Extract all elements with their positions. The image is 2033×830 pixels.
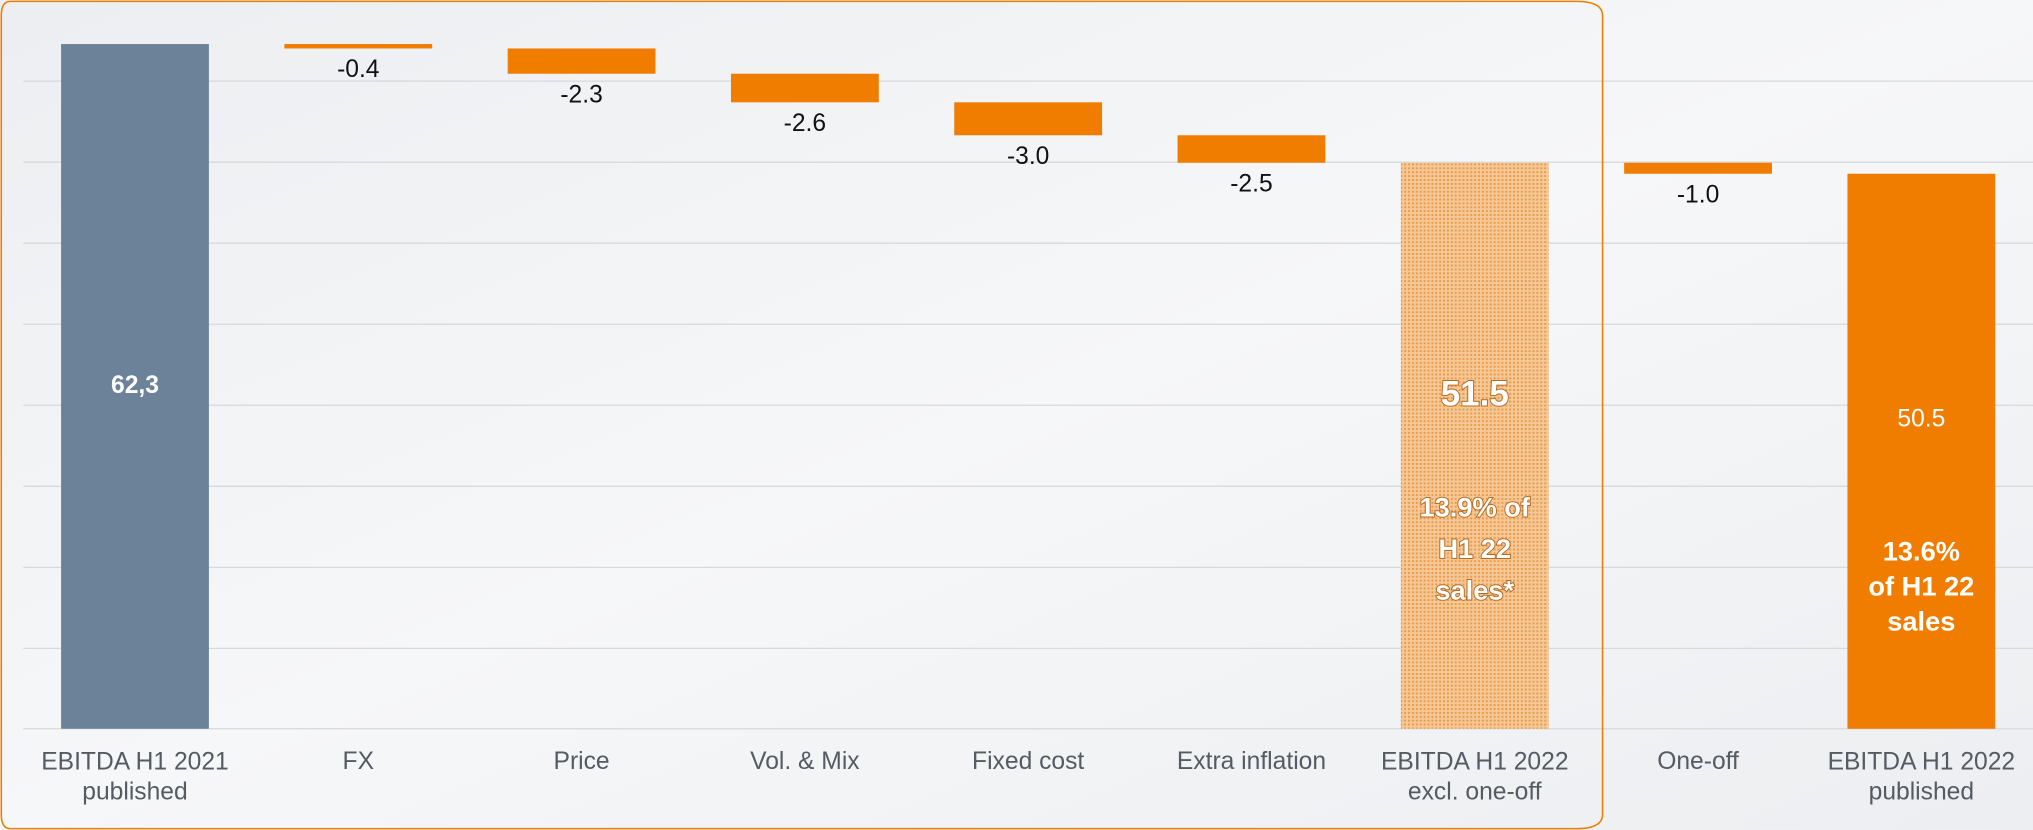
- subtotal-bar: [1400, 162, 1549, 729]
- value-label: -2.3: [560, 81, 602, 108]
- x-tick-label: Extra inflation: [1177, 748, 1326, 775]
- delta-bar: [954, 102, 1103, 136]
- value-label: 51.5: [1441, 374, 1509, 413]
- bracket-frame: [0, 0, 1604, 830]
- x-tick-label: Price: [554, 748, 610, 775]
- value-label: -3.0: [1007, 143, 1049, 170]
- value-label: 50.5: [1897, 406, 1945, 433]
- annotation: 13.6% of H1 22 sales: [1868, 536, 1974, 637]
- total-bar: [61, 44, 209, 729]
- total-bar: [1847, 173, 1996, 729]
- x-tick-label: EBITDA H1 2022 excl. one-off: [1381, 748, 1569, 805]
- grid: [23, 80, 2033, 730]
- annotation: 13.9% of H1 22 sales*: [1420, 492, 1531, 606]
- x-tick-label: One-off: [1657, 748, 1739, 775]
- x-tick-label: Vol. & Mix: [750, 748, 860, 775]
- value-label: -0.4: [337, 56, 379, 83]
- x-tick-label: EBITDA H1 2021 published: [41, 748, 229, 805]
- delta-bar: [507, 48, 656, 74]
- x-tick-label: FX: [343, 748, 374, 775]
- value-label: 62,3: [111, 372, 159, 399]
- delta-bar: [730, 73, 879, 103]
- delta-bar: [1624, 162, 1772, 174]
- x-tick-label: Fixed cost: [972, 748, 1084, 775]
- delta-bar: [1177, 135, 1326, 163]
- value-label: -2.6: [784, 110, 826, 137]
- x-tick-label: EBITDA H1 2022 published: [1828, 748, 2016, 805]
- value-label: -1.0: [1677, 181, 1719, 208]
- value-label: -2.5: [1230, 170, 1272, 197]
- delta-bar: [284, 44, 433, 49]
